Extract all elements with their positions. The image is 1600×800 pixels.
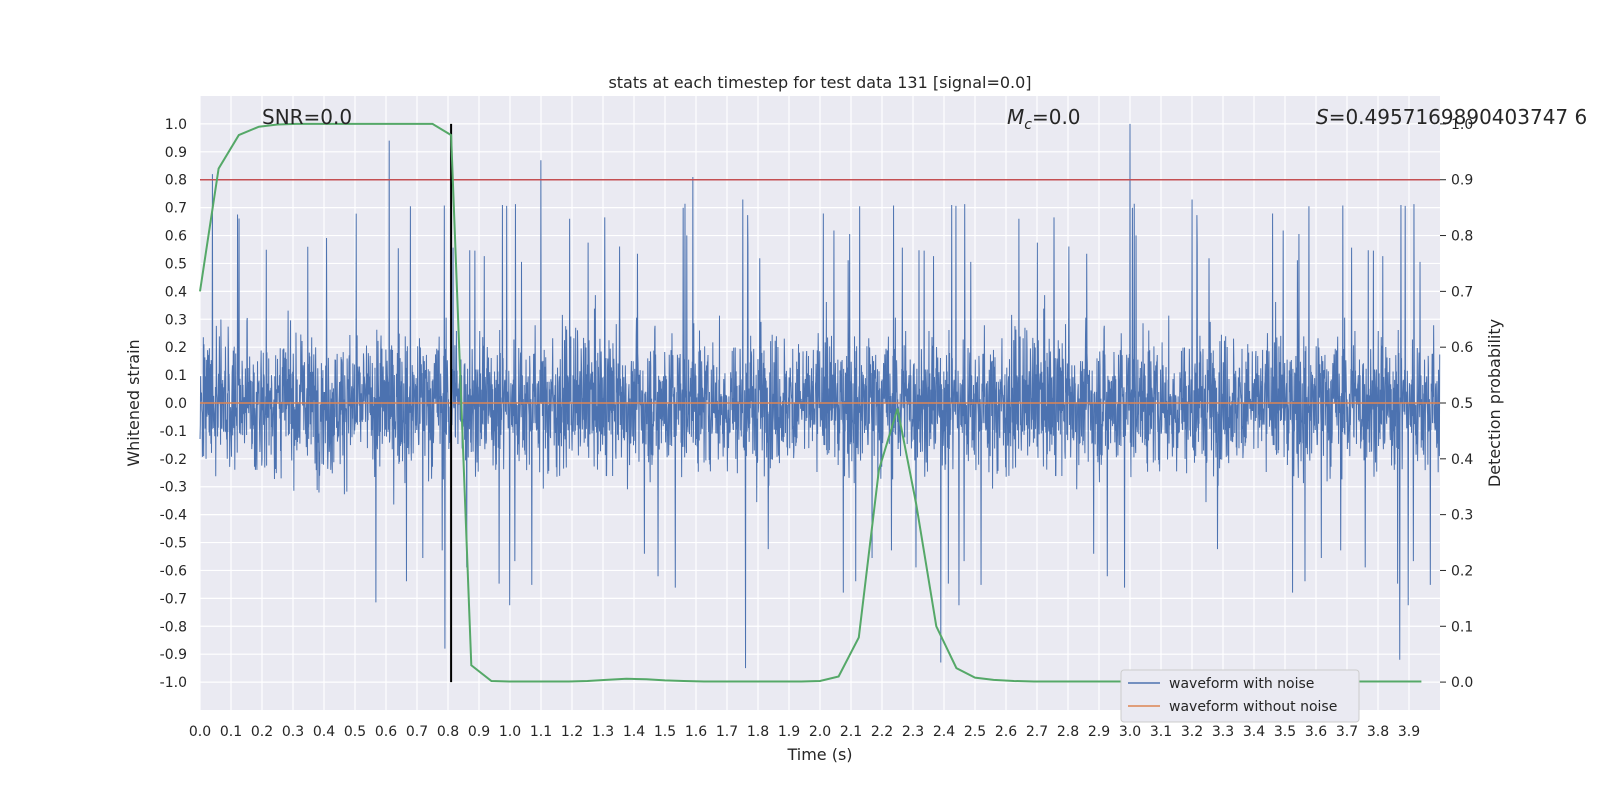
x-tick-label: 0.1	[220, 724, 242, 740]
y-axis-label: Whitened strain	[124, 339, 143, 466]
legend-box	[1120, 669, 1360, 723]
mc-symbol: M	[1007, 105, 1024, 129]
s-value: =0.4957169890403747 6	[1329, 105, 1588, 129]
y-tick-label: 0.1	[165, 368, 187, 384]
x-tick-label: 1.3	[592, 724, 614, 740]
x-tick-label: 3.0	[1119, 724, 1141, 740]
x-tick-label: 2.3	[902, 724, 924, 740]
x-tick-label: 1.0	[499, 724, 521, 740]
y-tick-label: 0.7	[165, 201, 187, 217]
y-tick-labels: 1.0 0.9 0.8 0.7 0.6 0.5 0.4 0.3 0.2 0.1 0.0 -0.1 -0.…	[160, 117, 187, 691]
y-right-tick-label: 0.2	[1451, 563, 1473, 579]
y-tick-label: -1.0	[160, 675, 187, 691]
x-tick-label: 1.6	[685, 724, 707, 740]
x-tick-label: 3.8	[1367, 724, 1389, 740]
y-tick-label: -0.8	[160, 619, 187, 635]
x-tick-label: 0.0	[189, 724, 211, 740]
x-tick-label: 2.4	[933, 724, 955, 740]
y-right-tick-label: 0.6	[1451, 340, 1473, 356]
x-tick-label: 1.9	[778, 724, 800, 740]
x-tick-label: 1.8	[747, 724, 769, 740]
x-tick-label: 0.6	[375, 724, 397, 740]
x-tick-label: 2.1	[840, 724, 862, 740]
y-tick-label: 1.0	[165, 117, 187, 133]
legend-label-noise: waveform with noise	[1169, 676, 1314, 692]
x-tick-label: 2.5	[964, 724, 986, 740]
x-tick-label: 1.2	[561, 724, 583, 740]
y-right-tick-label: 0.7	[1451, 284, 1473, 300]
x-tick-label: 0.4	[313, 724, 335, 740]
x-tick-label: 3.4	[1243, 724, 1265, 740]
y-tick-label: -0.3	[160, 480, 187, 496]
x-tick-label: 1.1	[530, 724, 552, 740]
y-tick-label: -0.1	[160, 424, 187, 440]
y-right-axis-label: Detection probability	[1485, 319, 1504, 487]
y-tick-label: 0.4	[165, 284, 187, 300]
legend: waveform with noise waveform without noi…	[1120, 669, 1360, 723]
x-tick-label: 3.3	[1212, 724, 1234, 740]
y-right-tick-label: 0.1	[1451, 619, 1473, 635]
y-right-tick-label: 0.0	[1451, 675, 1473, 691]
y-tick-label: -0.7	[160, 591, 187, 607]
mc-annotation: Mc=0.0	[1007, 105, 1081, 133]
y-right-tick-label: 0.3	[1451, 508, 1473, 524]
x-tick-label: 2.6	[995, 724, 1017, 740]
x-tick-label: 3.1	[1150, 724, 1172, 740]
y-right-tick-labels: 1.0 0.9 0.8 0.7 0.6 0.5 0.4 0.3 0.2 0.1 0.0	[1440, 117, 1473, 691]
y-tick-label: -0.9	[160, 647, 187, 663]
y-tick-label: -0.6	[160, 563, 187, 579]
y-tick-label: 0.9	[165, 145, 187, 161]
x-tick-label: 0.3	[282, 724, 304, 740]
y-tick-label: 0.6	[165, 229, 187, 245]
x-tick-label: 3.7	[1336, 724, 1358, 740]
y-tick-label: 0.2	[165, 340, 187, 356]
x-tick-label: 1.7	[716, 724, 738, 740]
x-tick-label: 2.0	[809, 724, 831, 740]
legend-label-clean: waveform without noise	[1169, 699, 1337, 715]
x-tick-label: 3.2	[1181, 724, 1203, 740]
x-tick-label: 0.5	[344, 724, 366, 740]
y-right-tick-label: 0.9	[1451, 173, 1473, 189]
x-tick-label: 0.9	[468, 724, 490, 740]
x-tick-label: 2.2	[871, 724, 893, 740]
chart-title: stats at each timestep for test data 131…	[608, 73, 1031, 92]
x-tick-label: 1.5	[654, 724, 676, 740]
x-tick-label: 1.4	[623, 724, 645, 740]
y-right-tick-label: 0.5	[1451, 396, 1473, 412]
x-tick-label: 2.8	[1057, 724, 1079, 740]
s-annotation: S=0.4957169890403747 6	[1316, 105, 1587, 129]
snr-annotation: SNR=0.0	[262, 105, 352, 129]
y-right-tick-label: 0.8	[1451, 229, 1473, 245]
waveform-with-noise-line	[199, 123, 1441, 669]
y-tick-label: 0.5	[165, 256, 187, 272]
y-right-tick-label: 0.4	[1451, 452, 1473, 468]
y-tick-label: 0.3	[165, 312, 187, 328]
x-tick-label: 3.6	[1305, 724, 1327, 740]
mc-value: =0.0	[1032, 105, 1081, 129]
x-axis-label: Time (s)	[786, 745, 852, 764]
x-tick-labels: 0.0 0.1 0.2 0.3 0.4 0.5 0.6 0.7 0.8 0.9 1.0 1.1 1.2 1…	[189, 724, 1420, 740]
y-tick-label: 0.0	[165, 396, 187, 412]
y-tick-label: -0.4	[160, 508, 187, 524]
series-waveform-with-noise	[199, 123, 1441, 669]
x-tick-label: 2.9	[1088, 724, 1110, 740]
y-tick-label: -0.2	[160, 452, 187, 468]
x-tick-label: 0.2	[251, 724, 273, 740]
y-tick-label: 0.8	[165, 173, 187, 189]
y-right-tick-label: 1.0	[1451, 117, 1473, 133]
s-symbol: S	[1316, 105, 1329, 129]
mc-subscript: c	[1024, 117, 1032, 133]
x-tick-label: 3.9	[1398, 724, 1420, 740]
y-tick-label: -0.5	[160, 536, 187, 552]
x-tick-label: 0.7	[406, 724, 428, 740]
x-tick-label: 0.8	[437, 724, 459, 740]
x-tick-label: 3.5	[1274, 724, 1296, 740]
x-tick-label: 2.7	[1026, 724, 1048, 740]
